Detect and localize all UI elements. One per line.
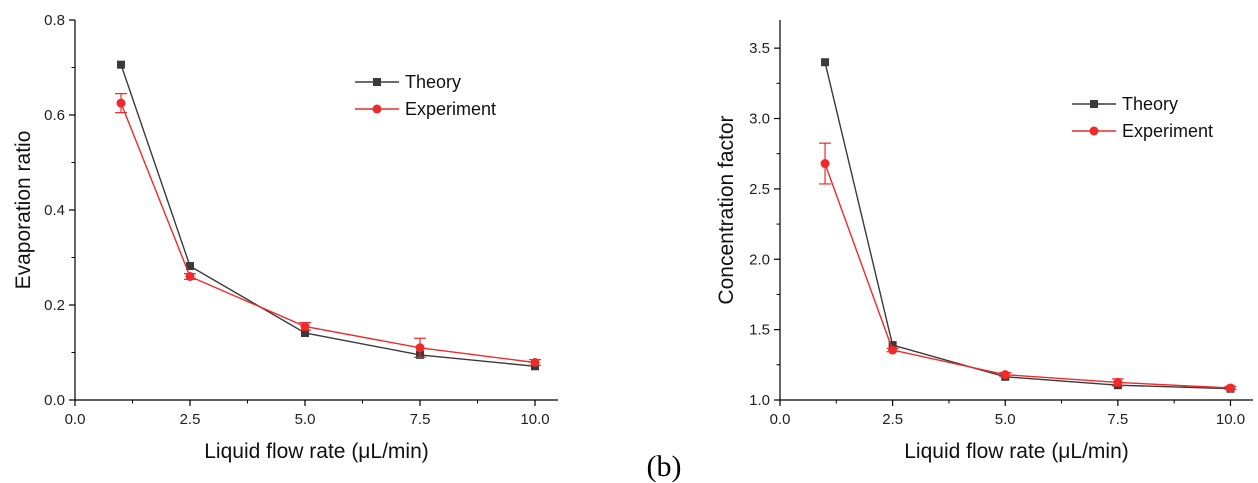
x-tick-label: 10.0 <box>1216 411 1245 428</box>
x-axis-label: Liquid flow rate (μL/min) <box>904 440 1129 463</box>
data-point-experiment <box>1225 383 1235 393</box>
x-tick-label: 7.5 <box>410 411 431 428</box>
data-point-theory <box>117 60 125 69</box>
legend-label-experiment: Experiment <box>1122 121 1213 141</box>
data-point-experiment <box>300 321 310 331</box>
y-tick-label: 0.0 <box>44 392 65 409</box>
y-tick-label: 1.0 <box>749 392 770 409</box>
data-point-experiment <box>1000 370 1010 380</box>
legend-label-experiment: Experiment <box>405 99 496 119</box>
x-tick-label: 7.5 <box>1107 411 1128 428</box>
y-tick-label: 3.5 <box>749 40 770 57</box>
data-point-experiment <box>820 159 830 169</box>
series-line-experiment <box>824 163 1231 389</box>
y-tick-label: 2.0 <box>749 251 770 268</box>
x-tick-label: 10.0 <box>520 411 549 428</box>
legend-marker-theory <box>373 78 381 86</box>
y-axis-label: Evaporation ratio <box>12 131 35 290</box>
y-tick-label: 0.6 <box>44 107 65 124</box>
x-axis-label: Liquid flow rate (μL/min) <box>204 440 429 463</box>
chart-evaporation-ratio: 0.0 2.5 5.0 7.5 10.0 0.0 0.2 0.4 0.6 0.8 Liquid fl… <box>12 12 558 463</box>
legend-label-theory: Theory <box>405 72 461 92</box>
x-tick-label: 2.5 <box>882 411 903 428</box>
y-tick-label: 2.5 <box>749 181 770 198</box>
data-point-experiment <box>116 98 126 108</box>
y-tick-label: 0.4 <box>44 202 65 219</box>
y-axis-label: Concentration factor <box>715 115 738 304</box>
data-point-experiment <box>1113 377 1123 387</box>
data-point-experiment <box>185 272 195 281</box>
data-point-theory <box>888 341 897 350</box>
x-tick-label: 5.0 <box>295 411 316 428</box>
data-point-theory <box>821 58 830 67</box>
data-point-experiment <box>415 343 425 353</box>
series-line-experiment <box>120 102 536 364</box>
y-tick-label: 3.0 <box>749 111 770 128</box>
legend-marker-experiment <box>372 104 382 114</box>
y-tick-label: 0.8 <box>44 12 65 29</box>
x-tick-label: 2.5 <box>180 411 201 428</box>
x-tick-label: 0.0 <box>770 411 791 428</box>
legend-label-theory: Theory <box>1122 94 1178 114</box>
data-point-experiment <box>530 357 540 367</box>
data-point-experiment <box>888 345 898 355</box>
panel-label: (b) <box>647 450 682 483</box>
y-tick-label: 1.5 <box>749 322 770 339</box>
data-point-theory <box>301 329 309 338</box>
x-tick-label: 5.0 <box>995 411 1016 428</box>
x-tick-label: 0.0 <box>65 411 86 428</box>
legend-marker-experiment <box>1089 126 1099 136</box>
legend-marker-theory <box>1090 100 1098 108</box>
data-point-theory <box>186 262 194 271</box>
chart-concentration-factor: 0.0 2.5 5.0 7.5 10.0 1.0 1.5 2.0 2.5 3.0 3.5 Liquid… <box>715 20 1253 463</box>
y-tick-label: 0.2 <box>44 297 65 314</box>
